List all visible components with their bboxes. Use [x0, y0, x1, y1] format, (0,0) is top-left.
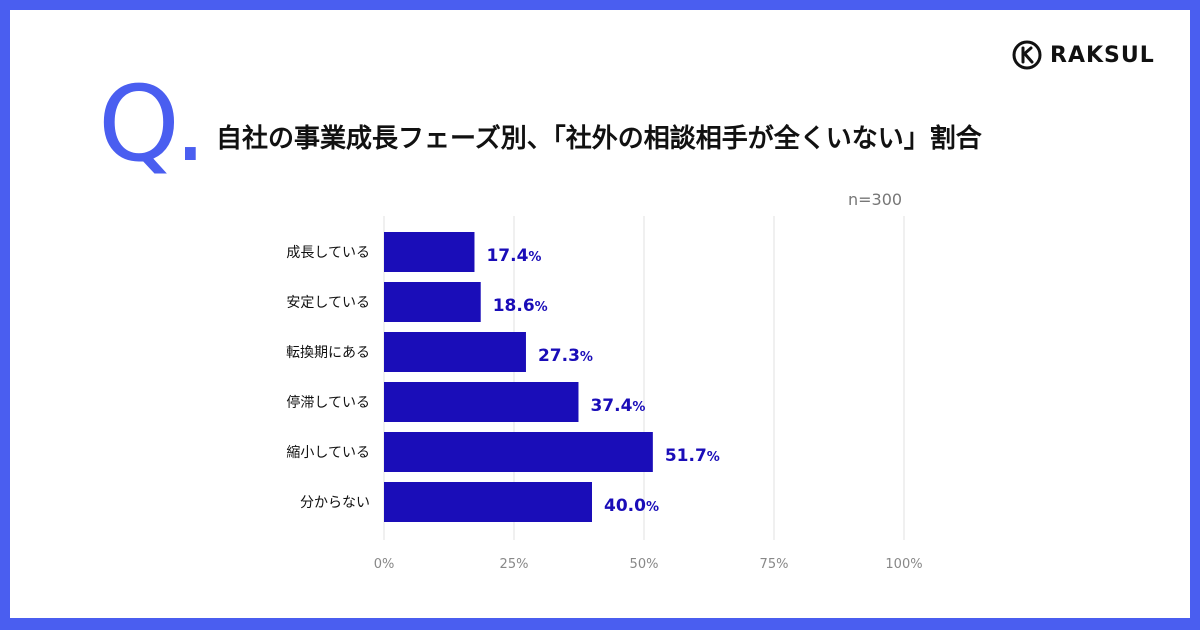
brand-logo: RAKSUL [1012, 40, 1155, 70]
category-label: 分からない [300, 495, 370, 511]
bar [384, 332, 526, 372]
x-tick-label: 0% [374, 557, 395, 572]
category-label: 成長している [286, 245, 370, 261]
raksul-logo-icon [1012, 40, 1042, 70]
value-label: 27.3% [538, 346, 593, 366]
chart-title: 自社の事業成長フェーズ別、「社外の相談相手が全くいない」割合 [216, 124, 982, 154]
value-label: 37.4% [590, 396, 645, 416]
category-label: 停滞している [286, 394, 370, 411]
x-tick-label: 75% [760, 557, 789, 572]
bar [384, 432, 653, 472]
value-label: 17.4% [486, 246, 541, 266]
bar [384, 382, 579, 422]
category-label: 縮小している [286, 445, 370, 461]
chart-card [10, 10, 1190, 618]
category-label: 転換期にある [286, 345, 370, 361]
x-tick-label: 100% [885, 557, 922, 572]
question-mark: Q. [98, 63, 207, 185]
bar [384, 282, 481, 322]
value-label: 51.7% [665, 446, 720, 466]
x-tick-label: 50% [630, 557, 659, 572]
brand-name: RAKSUL [1050, 42, 1155, 68]
sample-size-note: n=300 [848, 190, 903, 209]
bar [384, 482, 592, 522]
value-label: 40.0% [604, 496, 659, 516]
x-tick-label: 25% [500, 557, 529, 572]
bar [384, 232, 475, 272]
value-label: 18.6% [493, 296, 548, 316]
category-label: 安定している [286, 295, 370, 311]
